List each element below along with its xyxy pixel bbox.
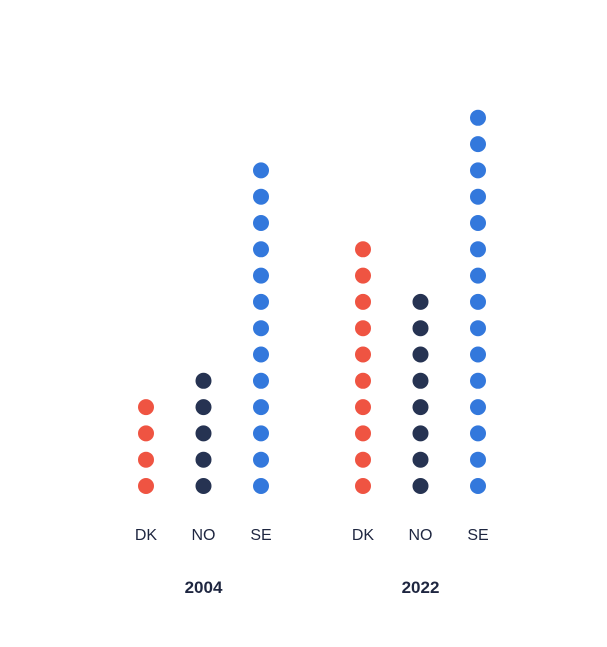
dot-2022-SE-1 <box>470 478 486 494</box>
dot-2022-SE-8 <box>470 293 486 310</box>
dot-2022-DK-7 <box>355 320 371 337</box>
dot-2022-DK-3 <box>355 425 371 442</box>
column-2022-SE <box>470 109 486 494</box>
dot-2022-DK-5 <box>355 372 371 389</box>
dot-2022-SE-14 <box>470 136 486 153</box>
category-label-2004-NO: NO <box>192 527 216 544</box>
dot-2004-SE-7 <box>253 320 269 337</box>
dot-2022-SE-13 <box>470 162 486 179</box>
category-label-2004-SE: SE <box>250 527 271 544</box>
column-2022-DK <box>355 241 371 494</box>
dot-2022-NO-4 <box>412 399 429 416</box>
labels-layer: DK NO SE 2004 DK NO SE 2022 <box>135 527 489 597</box>
dot-2022-DK-10 <box>355 241 371 258</box>
dot-2022-SE-7 <box>470 320 486 337</box>
dot-2022-NO-3 <box>412 425 429 442</box>
dot-2022-NO-6 <box>412 346 429 363</box>
dot-2004-SE-12 <box>253 188 269 205</box>
dot-2004-NO-3 <box>195 425 212 442</box>
dot-2004-SE-8 <box>253 293 269 310</box>
dot-2022-DK-2 <box>355 451 371 468</box>
dot-2022-SE-9 <box>470 267 486 284</box>
column-2022-NO <box>412 293 429 494</box>
dot-2004-SE-2 <box>253 451 269 468</box>
dot-2004-NO-5 <box>195 372 212 389</box>
dot-2022-SE-3 <box>470 425 486 442</box>
dot-2022-NO-5 <box>412 372 429 389</box>
dot-2004-DK-4 <box>138 399 154 416</box>
dot-2022-SE-5 <box>470 372 486 389</box>
group-label-2022: 2022 <box>402 578 440 597</box>
dot-2004-SE-13 <box>253 162 269 179</box>
dot-2004-DK-2 <box>138 451 154 468</box>
dot-2022-SE-15 <box>470 109 486 126</box>
dot-2004-SE-5 <box>253 372 269 389</box>
dot-2022-SE-12 <box>470 188 486 205</box>
dot-2004-NO-1 <box>195 478 212 494</box>
dot-2022-SE-11 <box>470 215 486 231</box>
dot-2004-SE-3 <box>253 425 269 442</box>
dot-2022-DK-8 <box>355 293 371 310</box>
dot-2022-SE-2 <box>470 451 486 468</box>
group-label-2004: 2004 <box>185 578 223 597</box>
dot-2022-NO-2 <box>412 451 429 468</box>
dot-2004-SE-10 <box>253 241 269 258</box>
dot-2022-NO-8 <box>412 293 429 310</box>
dot-2004-SE-11 <box>253 215 269 231</box>
dot-2022-DK-4 <box>355 399 371 416</box>
column-2004-SE <box>253 162 269 494</box>
dot-2022-NO-7 <box>412 320 429 337</box>
group-2004 <box>138 162 269 494</box>
dot-2022-SE-4 <box>470 399 486 416</box>
category-label-2022-DK: DK <box>352 527 375 544</box>
dot-2022-NO-1 <box>412 478 429 494</box>
dot-2022-SE-10 <box>470 241 486 258</box>
dot-2004-SE-6 <box>253 346 269 363</box>
dot-2022-SE-6 <box>470 346 486 363</box>
category-label-2004-DK: DK <box>135 527 158 544</box>
group-2022 <box>355 109 486 494</box>
dot-2004-SE-9 <box>253 267 269 284</box>
dot-2022-DK-1 <box>355 478 371 494</box>
dot-2004-NO-2 <box>195 451 212 468</box>
dot-2022-DK-6 <box>355 346 371 363</box>
category-label-2022-SE: SE <box>467 527 488 544</box>
dot-2022-DK-9 <box>355 267 371 284</box>
dot-2004-SE-1 <box>253 478 269 494</box>
dot-2004-SE-4 <box>253 399 269 416</box>
dot-2004-DK-3 <box>138 425 154 442</box>
category-label-2022-NO: NO <box>409 527 433 544</box>
columns-layer <box>138 109 486 494</box>
dot-2004-NO-4 <box>195 399 212 416</box>
dot-2004-DK-1 <box>138 478 154 494</box>
column-2004-DK <box>138 399 154 494</box>
column-2004-NO <box>195 372 212 494</box>
